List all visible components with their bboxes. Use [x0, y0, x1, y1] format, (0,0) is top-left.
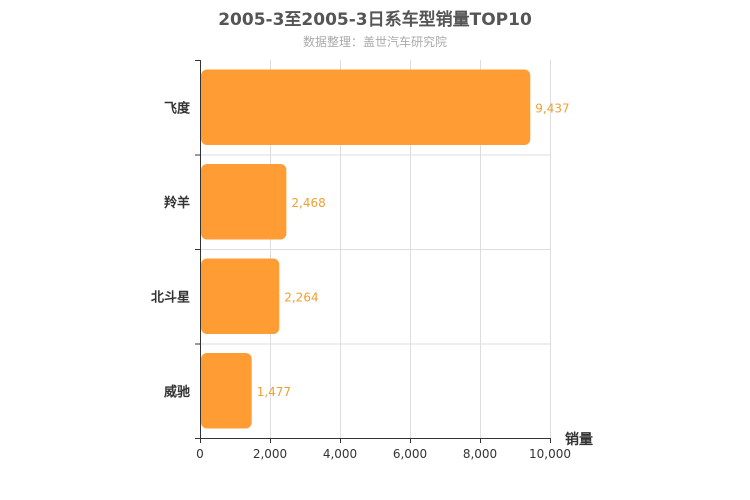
bar — [201, 352, 252, 429]
data-label: 9,437 — [535, 101, 569, 115]
x-tick-label: 2,000 — [253, 447, 287, 461]
category-label: 北斗星 — [151, 290, 190, 305]
x-tick-label: 0 — [196, 447, 204, 461]
x-tick-label: 10,000 — [529, 447, 571, 461]
bar — [201, 163, 287, 240]
chart-subtitle: 数据整理：盖世汽车研究院 — [302, 35, 447, 49]
data-label: 2,264 — [284, 290, 318, 304]
x-tick-label: 6,000 — [393, 447, 427, 461]
category-label: 飞度 — [164, 100, 191, 116]
data-label: 1,477 — [257, 385, 291, 399]
x-axis-name: 销量 — [565, 431, 593, 448]
bar — [201, 69, 531, 146]
data-label: 2,468 — [291, 196, 325, 210]
chart-title: 2005-3至2005-3日系车型销量TOP10 — [218, 10, 532, 30]
x-tick-label: 8,000 — [463, 447, 497, 461]
bar — [201, 258, 280, 335]
category-label: 羚羊 — [164, 195, 190, 211]
category-label: 威驰 — [164, 384, 190, 400]
x-tick-label: 4,000 — [323, 447, 357, 461]
